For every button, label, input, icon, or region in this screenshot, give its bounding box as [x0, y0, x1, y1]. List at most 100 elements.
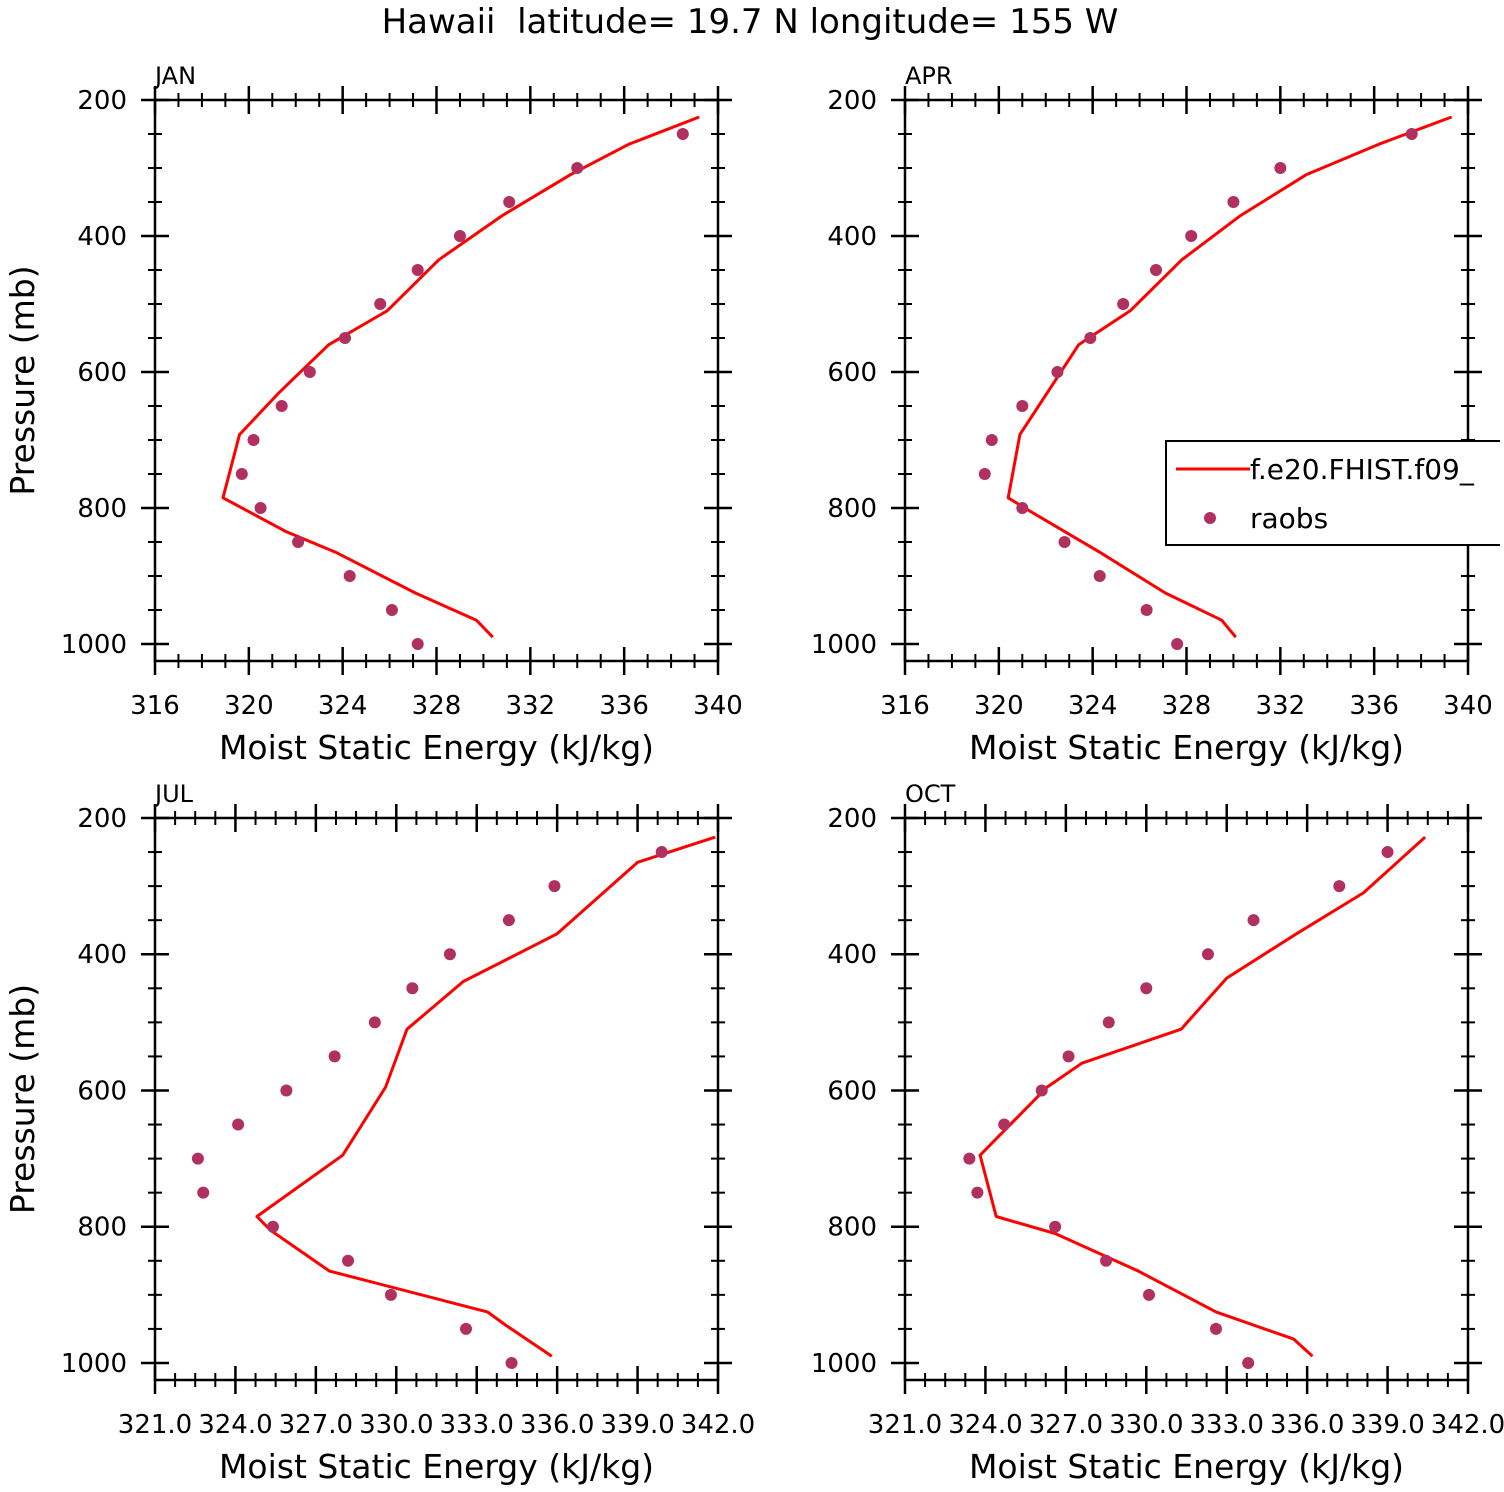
x-tick-label: 328 [412, 691, 462, 721]
series-point-raobs [1201, 948, 1214, 961]
x-tick-label: 333.0 [439, 1410, 513, 1440]
series-point-raobs [411, 638, 424, 650]
x-tick-label: 336 [1349, 691, 1399, 721]
panel-apr: APR 200 400 600 800 1000 316 320 324 328 332 336 340… [811, 62, 1500, 767]
series-point-raobs [328, 1050, 341, 1063]
series-point-raobs [1102, 1016, 1115, 1029]
x-tick-label: 324 [318, 691, 368, 721]
x-tick-label: 316 [130, 691, 180, 721]
y-tick-label: 600 [827, 358, 877, 388]
series-point-raobs [342, 1254, 355, 1267]
x-tick-label: 336 [599, 691, 649, 721]
y-tick-label: 800 [827, 494, 877, 524]
y-tick-label: 1000 [61, 1349, 127, 1379]
series-point-raobs [339, 332, 352, 344]
panel-label: APR [905, 62, 953, 90]
series-point-raobs [505, 1356, 518, 1369]
series-point-raobs [1242, 1356, 1255, 1369]
y-tick-label: 600 [77, 1076, 127, 1106]
panel-label: JUL [153, 780, 194, 808]
series-point-raobs [1405, 128, 1418, 140]
x-tick-label: 339.0 [1350, 1410, 1424, 1440]
series-point-raobs [303, 366, 316, 378]
series-line-model [1006, 115, 1453, 639]
series-point-raobs [655, 846, 668, 859]
series-point-raobs [1150, 264, 1163, 276]
series-point-raobs [1058, 536, 1071, 548]
x-tick-label: 327.0 [1029, 1410, 1103, 1440]
x-tick-label: 332 [506, 691, 556, 721]
series-point-raobs [963, 1152, 976, 1165]
series-point-raobs [1140, 982, 1153, 995]
legend-marker-swatch [1204, 512, 1216, 524]
series-point-raobs [266, 1220, 279, 1233]
legend: f.e20.FHIST.f09_raobs [1165, 440, 1500, 546]
y-tick-label: 600 [77, 358, 127, 388]
y-tick-label: 200 [77, 86, 127, 116]
series-point-raobs [1016, 502, 1029, 514]
x-tick-label: 327.0 [279, 1410, 353, 1440]
series-point-raobs [292, 536, 305, 548]
x-tick-label: 332 [1256, 691, 1306, 721]
series-point-raobs [1100, 1254, 1113, 1267]
series-point-raobs [191, 1152, 204, 1165]
x-tick-label: 320 [974, 691, 1024, 721]
x-tick-label: 342.0 [681, 1410, 755, 1440]
x-tick-label: 324.0 [948, 1410, 1022, 1440]
y-tick-label: 1000 [61, 630, 127, 660]
x-tick-label: 321.0 [118, 1410, 192, 1440]
y-tick-label: 400 [827, 940, 877, 970]
series-point-raobs [1209, 1322, 1222, 1335]
plot-frame [153, 98, 720, 663]
series-point-raobs [343, 570, 356, 582]
x-tick-label: 340 [1443, 691, 1493, 721]
series-point-raobs [1093, 570, 1106, 582]
series-point-raobs [1333, 880, 1346, 893]
y-tick-label: 200 [827, 804, 877, 834]
legend-frame [1165, 440, 1500, 546]
panel-label: JAN [153, 62, 196, 90]
x-tick-label: 320 [224, 691, 274, 721]
x-axis-label: Moist Static Energy (kJ/kg) [969, 728, 1404, 767]
y-tick-label: 800 [77, 494, 127, 524]
x-tick-label: 340 [693, 691, 743, 721]
y-axis-label: Pressure (mb) [3, 265, 42, 495]
series-point-raobs [1227, 196, 1240, 208]
series-point-raobs [1171, 638, 1184, 650]
figure-title: Hawaii latitude= 19.7 N longitude= 155 W [382, 2, 1119, 42]
series-point-raobs [406, 982, 419, 995]
series-point-raobs [385, 604, 398, 616]
series-point-raobs [676, 128, 689, 140]
series-point-raobs [411, 264, 424, 276]
series-point-raobs [247, 434, 260, 446]
y-tick-label: 800 [77, 1213, 127, 1243]
series-point-raobs [502, 914, 515, 927]
series-point-raobs [1274, 162, 1287, 174]
series-line-model [978, 835, 1427, 1358]
series-point-raobs [453, 230, 466, 242]
x-tick-label: 324.0 [198, 1410, 272, 1440]
series-point-raobs [1247, 914, 1260, 927]
y-tick-label: 1000 [811, 1349, 877, 1379]
series-point-raobs [1084, 332, 1097, 344]
series-point-raobs [368, 1016, 381, 1029]
x-tick-label: 342.0 [1431, 1410, 1504, 1440]
series-point-raobs [503, 196, 516, 208]
series-point-raobs [1117, 298, 1130, 310]
y-tick-label: 400 [77, 940, 127, 970]
y-tick-label: 200 [77, 804, 127, 834]
series-point-raobs [254, 502, 267, 514]
y-tick-label: 400 [827, 222, 877, 252]
series-point-raobs [571, 162, 584, 174]
series-point-raobs [971, 1186, 984, 1199]
x-tick-label: 336.0 [520, 1410, 594, 1440]
series-point-raobs [235, 468, 248, 480]
series-point-raobs [985, 434, 998, 446]
x-tick-label: 330.0 [1109, 1410, 1183, 1440]
series-point-raobs [1381, 846, 1394, 859]
y-tick-label: 400 [77, 222, 127, 252]
x-tick-label: 336.0 [1270, 1410, 1344, 1440]
series-point-raobs [1035, 1084, 1048, 1097]
series-point-raobs [1062, 1050, 1075, 1063]
